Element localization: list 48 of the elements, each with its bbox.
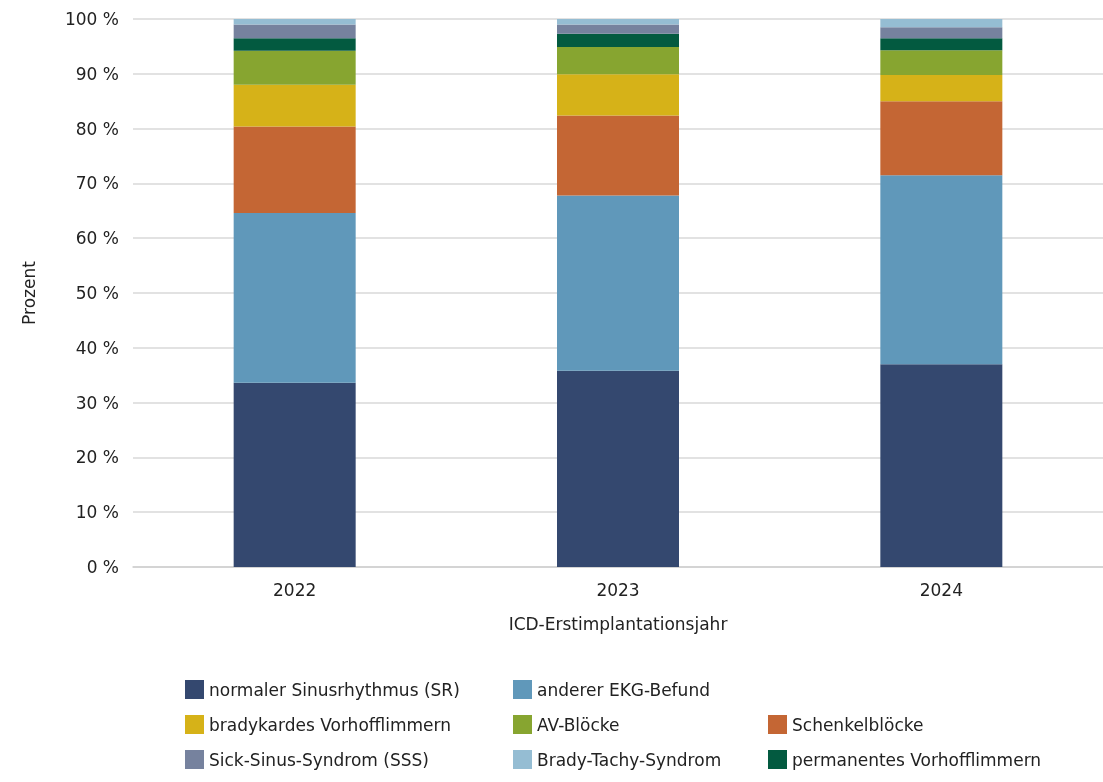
bar xyxy=(233,212,356,383)
y-tick-label: 100 % xyxy=(64,9,119,29)
y-tick-label: 20 % xyxy=(75,447,119,468)
x-axis-title: ICD-Erstimplantationsjahr xyxy=(508,613,728,634)
legend-label: permanentes Vorhofflimmern xyxy=(792,749,1042,770)
legend-label: Brady-Tachy-Syndrom xyxy=(537,749,722,770)
x-tick-label: 2022 xyxy=(273,579,317,600)
legend-label: AV-Blöcke xyxy=(537,714,620,735)
y-tick-label: 80 % xyxy=(75,118,119,139)
bar xyxy=(557,370,679,567)
legend-label: anderer EKG-Befund xyxy=(537,679,710,700)
bar xyxy=(880,364,1003,567)
y-tick-label: 40 % xyxy=(75,337,119,358)
x-tick-label: 2024 xyxy=(919,579,963,600)
bar xyxy=(233,24,356,39)
x-tick-label: 2023 xyxy=(596,579,640,600)
bar xyxy=(233,126,356,213)
y-tick-label: 10 % xyxy=(75,502,119,523)
legend-label: normaler Sinusrhythmus (SR) xyxy=(209,679,460,700)
bar xyxy=(557,195,679,371)
bar xyxy=(880,38,1003,51)
legend-label: bradykardes Vorhofflimmern xyxy=(209,714,451,735)
bar xyxy=(233,84,356,127)
bar xyxy=(880,74,1003,102)
legend-label: Schenkelblöcke xyxy=(792,714,924,735)
y-tick-label: 0 % xyxy=(86,557,119,577)
bar xyxy=(880,101,1003,176)
bar xyxy=(880,175,1003,365)
bar xyxy=(557,46,679,75)
y-tick-label: 30 % xyxy=(75,392,119,413)
y-tick-label: 70 % xyxy=(75,173,119,194)
bar xyxy=(233,50,356,85)
bar xyxy=(880,19,1003,28)
bar xyxy=(557,24,679,34)
bar xyxy=(557,33,679,47)
bar xyxy=(880,27,1003,39)
bar xyxy=(880,50,1003,75)
bar xyxy=(557,115,679,196)
y-axis-title: Prozent xyxy=(18,260,39,325)
y-tick-label: 90 % xyxy=(75,63,119,84)
bar xyxy=(233,382,356,567)
bar xyxy=(557,74,679,116)
y-tick-label: 50 % xyxy=(75,283,119,303)
legend-label: Sick-Sinus-Syndrom (SSS) xyxy=(209,749,429,770)
bar xyxy=(233,38,356,51)
bar xyxy=(557,19,679,25)
bar xyxy=(233,19,356,25)
y-tick-label: 60 % xyxy=(75,228,119,249)
